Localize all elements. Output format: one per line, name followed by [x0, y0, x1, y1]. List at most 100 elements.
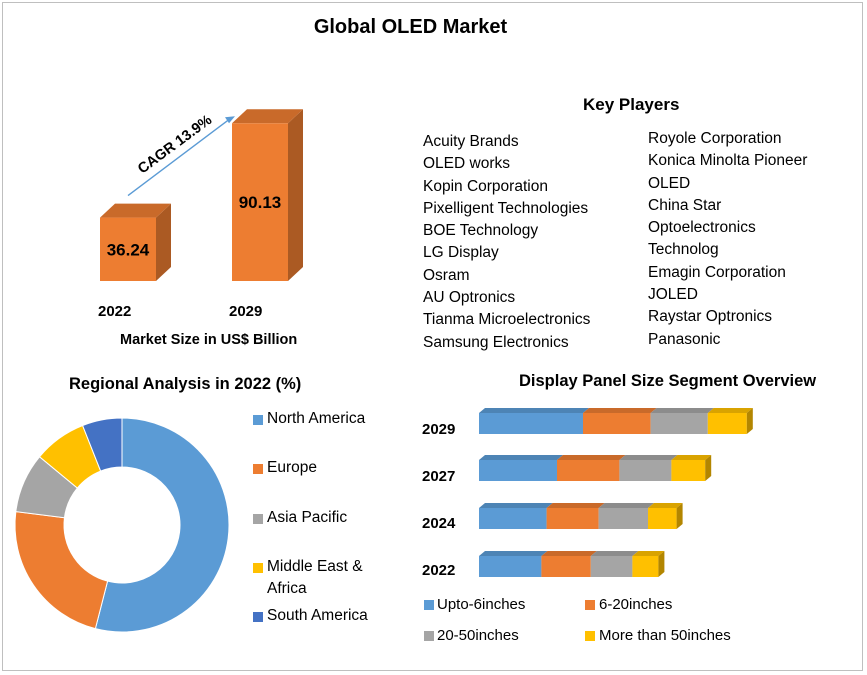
segment-top-2024 [598, 503, 654, 508]
segment-top-2027 [557, 455, 626, 460]
segment-2024 [479, 508, 547, 529]
panel-category-2029: 2029 [422, 421, 456, 438]
segment-side-2022 [658, 551, 665, 577]
legend-label-20-50: 20-50inches [437, 627, 519, 644]
panel-category-2027: 2027 [422, 468, 456, 485]
legend-label-south-america: South America [267, 607, 368, 624]
segment-top-2024 [648, 503, 683, 508]
bar-side-2029 [288, 109, 303, 282]
segment-top-2029 [583, 408, 657, 413]
key-player: LG Display [423, 244, 499, 262]
segment-2022 [479, 556, 542, 577]
donut-slice-north-america [94, 417, 230, 633]
segment-2022 [541, 556, 591, 577]
key-players-column-1: Acuity Brands OLED works Kopin Corporati… [423, 131, 590, 354]
legend-label-upto-6: Upto-6inches [437, 596, 526, 613]
segment-2027 [479, 460, 557, 481]
key-player: AU Optronics [423, 289, 516, 307]
legend-swatch-more-than-50 [585, 631, 595, 641]
bar-side-2022 [156, 203, 171, 281]
key-player: Technolog [648, 241, 719, 259]
legend-swatch-north-america [253, 415, 263, 425]
donut-slice-south-america [81, 417, 123, 472]
key-player: JOLED [648, 286, 698, 304]
bar-category-2022: 2022 [98, 303, 132, 320]
segment-top-2024 [479, 503, 553, 508]
bar-value-label-2022: 36.24 [107, 240, 150, 259]
segment-2022 [632, 556, 659, 577]
bar-2029 [232, 123, 288, 282]
regional-analysis-title: Regional Analysis in 2022 (%) [69, 375, 302, 393]
bar-top-2029 [232, 109, 303, 124]
legend-swatch-asia-pacific [253, 514, 263, 524]
bar-2022 [100, 217, 156, 281]
segment-top-2029 [479, 408, 589, 413]
legend-label-more-than-50: More than 50inches [599, 627, 731, 644]
segment-top-2029 [650, 408, 714, 413]
key-player: Raystar Optronics [648, 308, 773, 326]
segment-side-2024 [676, 503, 683, 529]
legend-label-asia-pacific: Asia Pacific [267, 509, 348, 526]
segment-2027 [671, 460, 706, 481]
legend-label-line: Africa [267, 580, 307, 597]
key-player: OLED works [423, 155, 510, 173]
segment-2024 [648, 508, 677, 529]
key-player: Osram [423, 266, 470, 284]
segment-2027 [619, 460, 672, 481]
key-player: BOE Technology [423, 222, 539, 240]
segment-side-2029 [746, 408, 753, 434]
segment-2029 [650, 413, 708, 434]
legend-label-north-america: North America [267, 410, 366, 427]
legend-label-line: Middle East & [267, 558, 363, 575]
key-players-title: Key Players [583, 95, 680, 114]
segment-top-2027 [619, 455, 678, 460]
key-player: Konica Minolta Pioneer [648, 152, 808, 170]
key-player: Tianma Microelectronics [423, 311, 591, 329]
cagr-arrow-line [127, 119, 229, 197]
segment-2027 [557, 460, 620, 481]
page-title: Global OLED Market [313, 16, 508, 38]
key-player: Royole Corporation [648, 130, 782, 147]
bar-top-2022 [100, 203, 171, 218]
segment-top-2022 [590, 551, 639, 556]
display-panel-title: Display Panel Size Segment Overview [519, 372, 817, 390]
segment-top-2024 [546, 503, 605, 508]
key-player: China Star [648, 196, 722, 214]
key-player: Kopin Corporation [423, 177, 548, 195]
segment-top-2022 [479, 551, 548, 556]
segment-top-2022 [632, 551, 665, 556]
legend-label-middle-east-africa: Middle East & Africa [267, 556, 363, 600]
bar-category-2029: 2029 [229, 303, 263, 320]
key-player: Acuity Brands [423, 133, 519, 150]
segment-top-2027 [479, 455, 563, 460]
segment-2022 [590, 556, 633, 577]
key-player: OLED [648, 174, 691, 192]
segment-side-2027 [705, 455, 712, 481]
legend-swatch-upto-6 [424, 600, 434, 610]
cagr-arrow-head [225, 116, 235, 124]
segment-top-2027 [671, 455, 712, 460]
segment-top-2022 [541, 551, 597, 556]
legend-swatch-europe [253, 464, 263, 474]
key-player: Optoelectronics [648, 219, 756, 237]
key-player: Samsung Electronics [423, 333, 569, 351]
segment-2024 [598, 508, 648, 529]
legend-swatch-middle-east-africa [253, 563, 263, 573]
segment-2029 [707, 413, 747, 434]
segment-2029 [583, 413, 651, 434]
key-player: Emagin Corporation [648, 263, 786, 281]
segment-top-2029 [707, 408, 753, 413]
panel-category-2022: 2022 [422, 562, 456, 579]
segment-2024 [546, 508, 599, 529]
legend-swatch-20-50 [424, 631, 434, 641]
key-players-column-2: Royole Corporation Konica Minolta Pionee… [648, 128, 807, 351]
bar-value-label-2029: 90.13 [239, 193, 282, 212]
market-size-axis-label: Market Size in US$ Billion [120, 332, 298, 348]
legend-swatch-6-20 [585, 600, 595, 610]
panel-category-2024: 2024 [422, 515, 456, 532]
legend-swatch-south-america [253, 612, 263, 622]
key-player: Panasonic [648, 330, 721, 348]
